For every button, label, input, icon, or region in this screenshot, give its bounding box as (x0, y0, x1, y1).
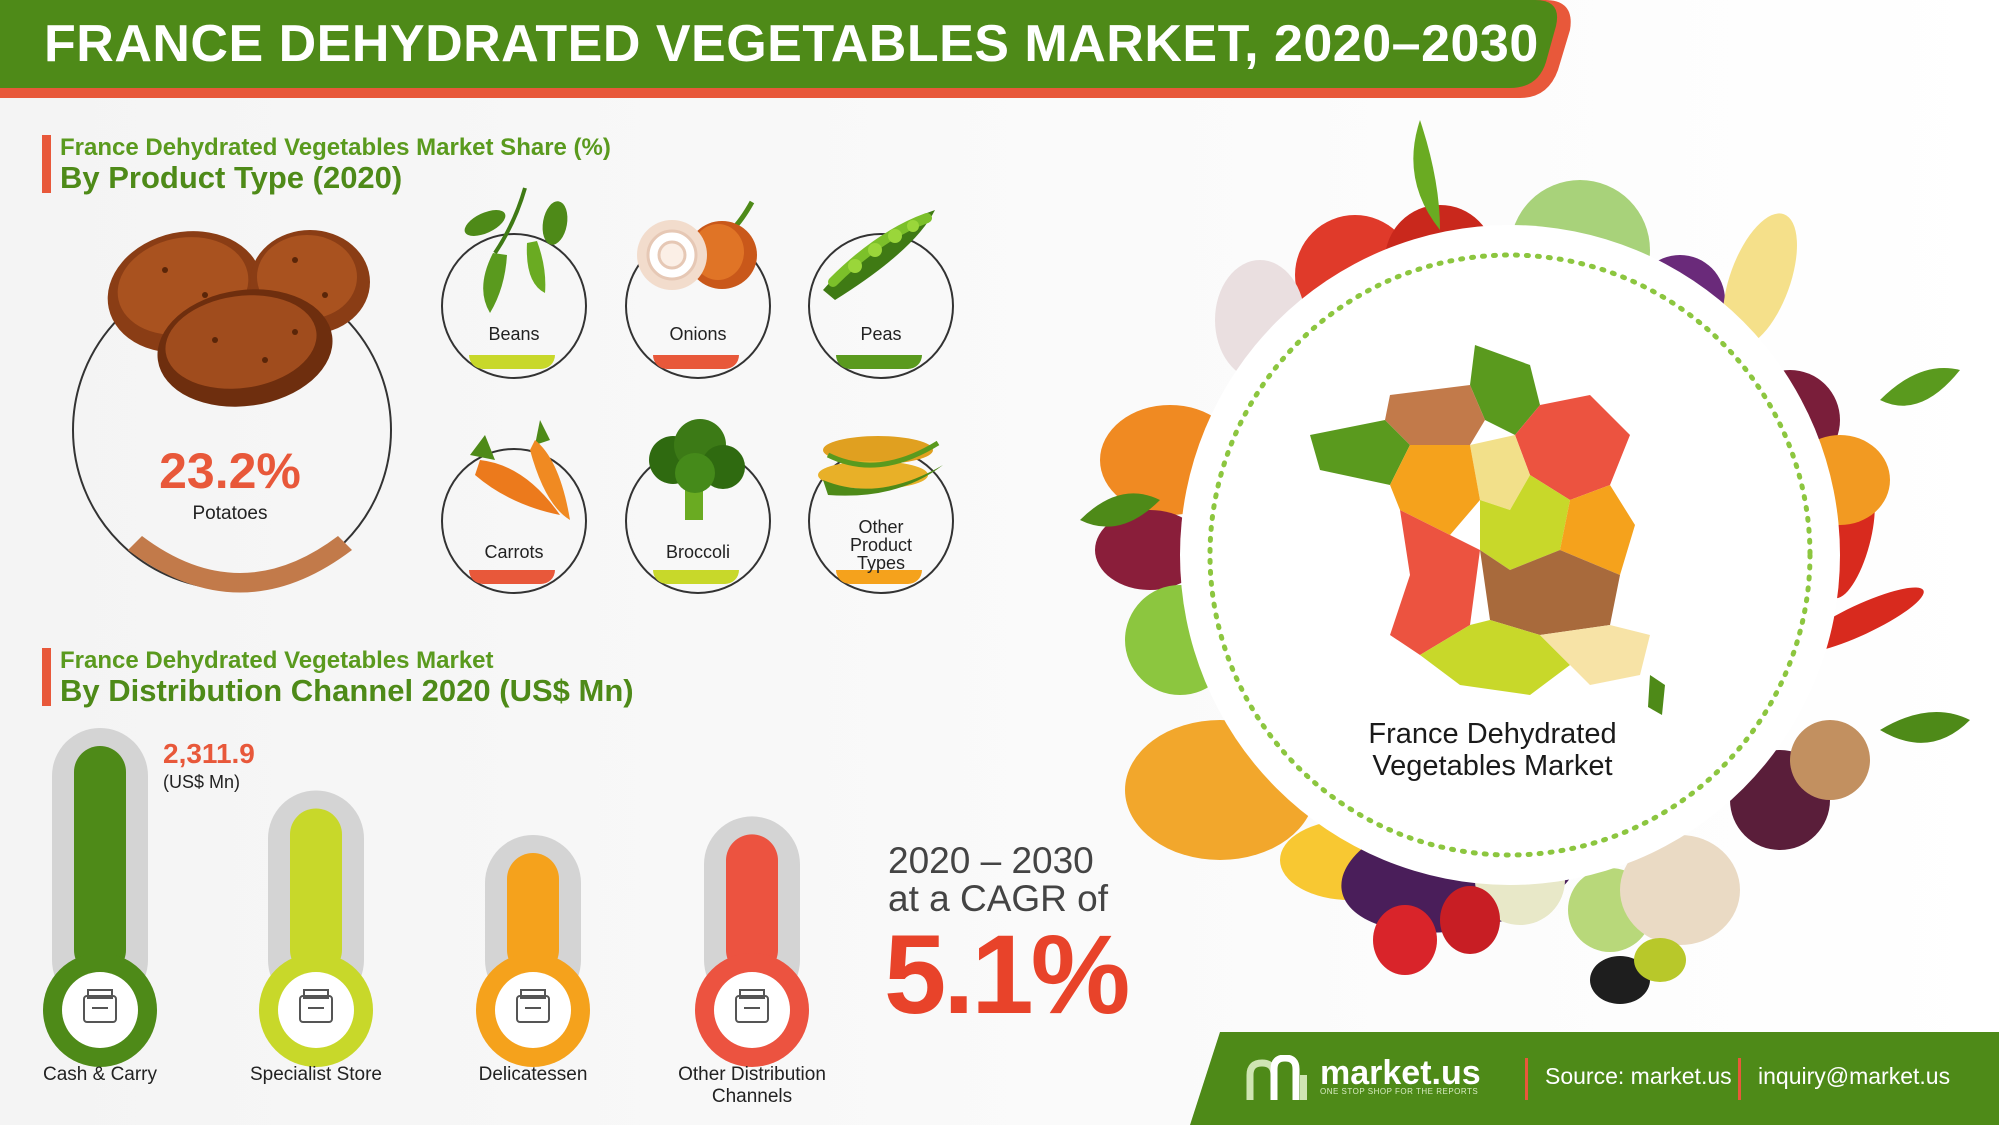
distribution-section-subtitle: France Dehydrated Vegetables Market (60, 647, 494, 674)
contact-email[interactable]: inquiry@market.us (1758, 1063, 1951, 1089)
section-accent-bar (42, 135, 51, 193)
bar-3 (476, 835, 590, 1067)
product-ring (441, 233, 587, 379)
bar-bulb-inner (278, 972, 354, 1048)
bar-fill (726, 834, 778, 976)
warehouse-icon (735, 989, 769, 1023)
category-label-other-channels: Other Distribution Channels (678, 1064, 826, 1107)
product-beans: Beans (441, 233, 587, 379)
wallet-icon (83, 989, 117, 1023)
brand-tagline: ONE STOP SHOP FOR THE REPORTS (1320, 1087, 1479, 1096)
potato-label: Potatoes (192, 503, 268, 524)
product-section-subtitle: France Dehydrated Vegetables Market Shar… (60, 134, 611, 161)
product-arc (836, 570, 922, 584)
product-label: Onions (669, 324, 727, 344)
footer-divider (1738, 1058, 1741, 1100)
footer-divider (1525, 1058, 1528, 1100)
beans-icon (464, 187, 568, 313)
product-label: Other Product Types (849, 517, 913, 573)
map-caption: France Dehydrated Vegetables Market (1368, 718, 1617, 782)
product-ring (441, 448, 587, 594)
cagr-value: 5.1% (884, 912, 1130, 1037)
header-banner (0, 0, 1571, 98)
product-arc (469, 570, 555, 584)
potato-share-value: 23.2% (159, 443, 301, 499)
product-arc (653, 355, 739, 369)
product-carrots: Carrots (441, 448, 587, 594)
section-accent-bar (42, 648, 51, 706)
france-map (1310, 345, 1665, 715)
potato-share-arc (128, 536, 352, 593)
bar-1 (43, 728, 157, 1067)
peas-icon (823, 210, 935, 300)
page-title: FRANCE DEHYDRATED VEGETABLES MARKET, 202… (44, 15, 1539, 73)
store-icon (299, 989, 333, 1023)
product-arc (836, 355, 922, 369)
broccoli-icon (649, 419, 745, 520)
category-label-delicatessen: Delicatessen (478, 1064, 588, 1085)
product-label: Broccoli (665, 542, 731, 562)
cagr-caption: at a CAGR of (888, 878, 1109, 919)
corn-icon (818, 436, 943, 496)
top-value-label: 2,311.9 (163, 738, 255, 769)
product-label: Carrots (484, 542, 544, 562)
product-label: Peas (860, 324, 902, 344)
carrot-icon (470, 420, 570, 520)
bar-2 (259, 790, 373, 1067)
potato-icon (107, 230, 370, 407)
source-text: Source: market.us (1545, 1063, 1732, 1089)
bar-fill (290, 808, 342, 976)
top-value-unit: (US$ Mn) (163, 772, 241, 792)
product-arc (653, 570, 739, 584)
product-label: Beans (488, 324, 540, 344)
vegetable-wreath (1080, 120, 1970, 1004)
product-peas: Peas (808, 233, 954, 379)
product-section-title: By Product Type (2020) (60, 160, 403, 195)
product-ring (808, 233, 954, 379)
bar-fill (507, 853, 559, 976)
shop-icon (516, 989, 550, 1023)
bar-fill (74, 746, 126, 976)
onion-icon (637, 200, 757, 290)
cagr-period: 2020 – 2030 (888, 840, 1094, 881)
distribution-section-title: By Distribution Channel 2020 (US$ Mn) (60, 673, 634, 708)
distribution-bar-chart (43, 728, 809, 1067)
bar-4 (695, 816, 809, 1067)
market-us-logo-icon (1246, 1055, 1307, 1100)
footer-bar (1190, 1032, 1999, 1125)
bar-bulb-inner (714, 972, 790, 1048)
product-arc (469, 355, 555, 369)
category-label-specialist-store: Specialist Store (249, 1064, 382, 1085)
category-label-cash-carry: Cash & Carry (42, 1064, 158, 1085)
bar-bulb-inner (495, 972, 571, 1048)
bar-bulb-inner (62, 972, 138, 1048)
product-other: Other Product Types (808, 448, 954, 594)
brand-name: market.us (1320, 1054, 1481, 1092)
